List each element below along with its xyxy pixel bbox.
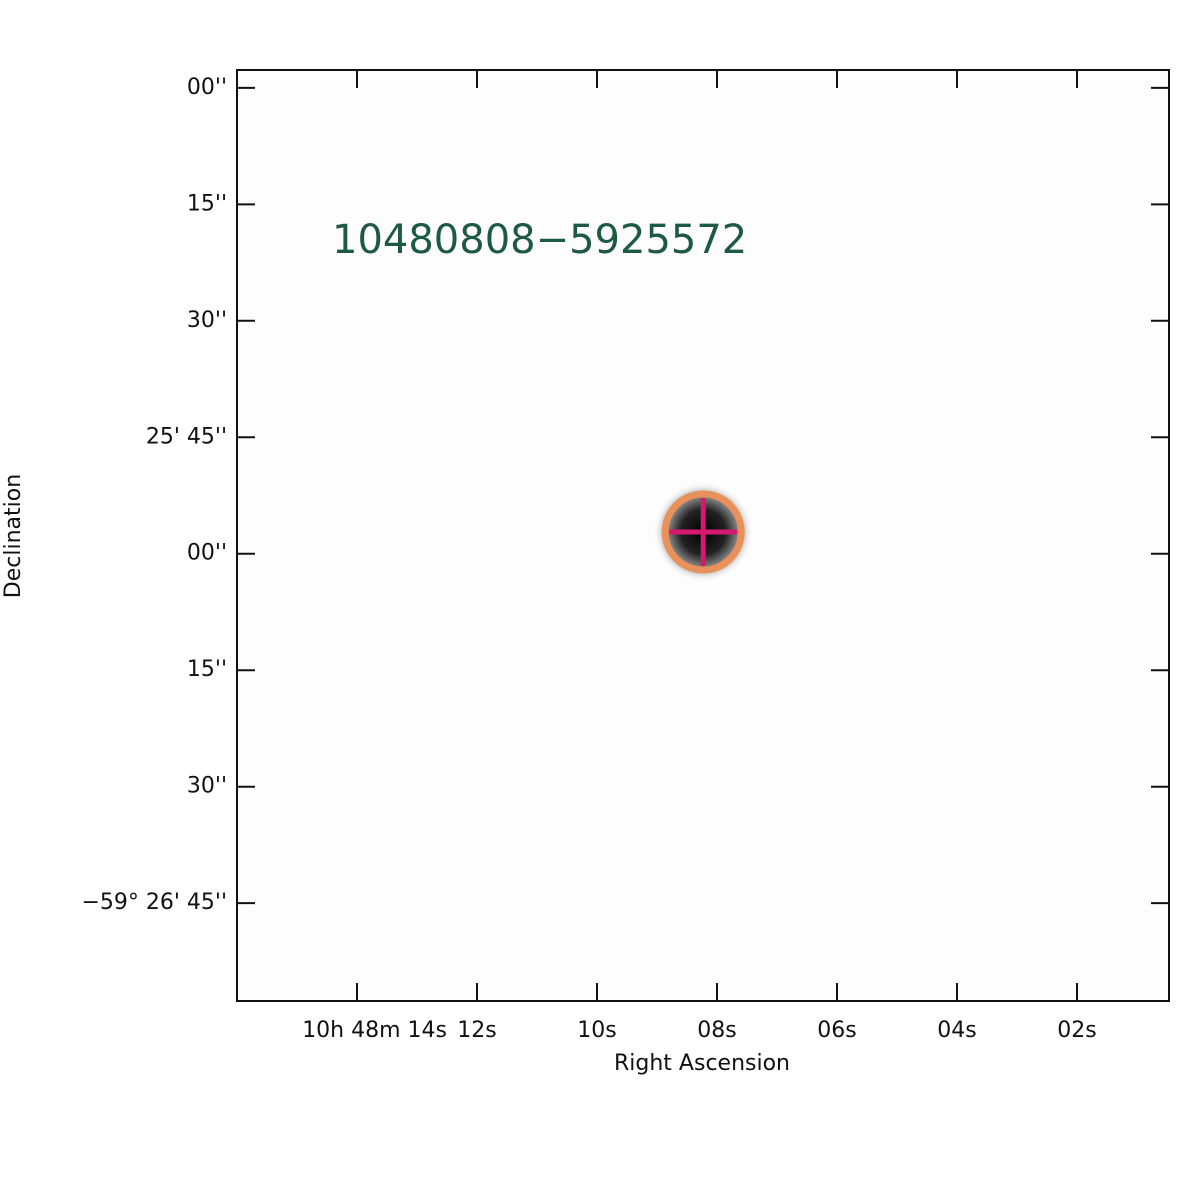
y-tick-label: −59° 26' 45'' — [81, 890, 227, 915]
x-tick-label: 02s — [1057, 1018, 1096, 1043]
y-tick-label: 30'' — [187, 308, 227, 333]
y-tick-label: 30'' — [187, 774, 227, 799]
x-tick-label: 12s — [457, 1018, 496, 1043]
x-tick-label: 06s — [817, 1018, 856, 1043]
x-tick-label: 10s — [577, 1018, 616, 1043]
x-axis-label: Right Ascension — [614, 1051, 790, 1076]
y-tick-label: 00'' — [187, 75, 227, 100]
chart-title: 10480808−5925572 — [332, 217, 747, 263]
y-tick-label: 00'' — [187, 541, 227, 566]
x-tick-label: 10h 48m 14s — [302, 1018, 447, 1043]
y-tick-label: 15'' — [187, 191, 227, 216]
y-axis-label: Declination — [1, 474, 26, 598]
source-marker — [661, 490, 745, 574]
x-tick-label: 04s — [937, 1018, 976, 1043]
y-tick-label: 15'' — [187, 657, 227, 682]
x-tick-label: 08s — [697, 1018, 736, 1043]
y-tick-label: 25' 45'' — [146, 424, 227, 449]
